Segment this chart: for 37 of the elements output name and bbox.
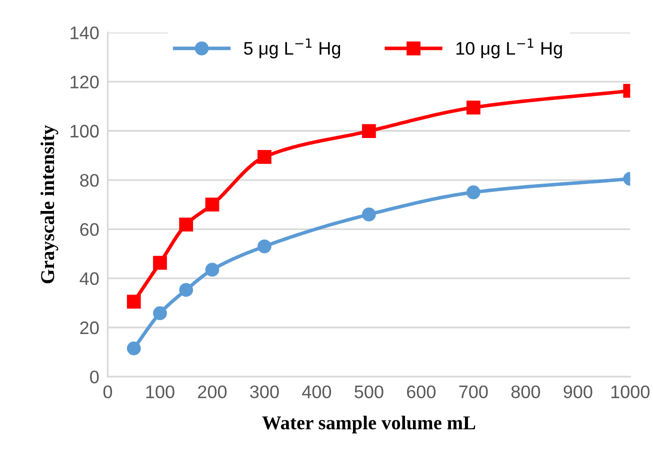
y-tick-label: 80 — [80, 174, 99, 187]
point — [362, 207, 376, 222]
point — [153, 256, 167, 270]
x-tick-label: 800 — [511, 385, 540, 398]
point — [466, 100, 480, 114]
x-tick-label: 1000 — [611, 385, 650, 398]
x-tick-label: 600 — [407, 385, 436, 398]
y-tick-label: 40 — [80, 272, 99, 286]
y-tick-label: 120 — [70, 76, 99, 88]
x-axis-title: Water sample volume mL — [262, 416, 476, 434]
point — [205, 262, 220, 277]
point — [179, 218, 194, 232]
point — [258, 150, 272, 164]
x-tick-label: 0 — [103, 385, 112, 398]
legend-label: 5 μg L$^{−1}$ Hg — [244, 38, 340, 58]
point — [205, 198, 220, 212]
y-axis-title: Grayscale intensity — [40, 125, 58, 284]
y-tick-label: 20 — [80, 321, 99, 334]
y-tick-label: 0 — [90, 370, 99, 384]
x-tick-label: 300 — [250, 385, 279, 398]
point — [179, 282, 194, 297]
y-tick-label: 60 — [80, 223, 99, 236]
x-tick-label: 100 — [146, 385, 174, 398]
x-tick-label: 700 — [459, 385, 488, 398]
point — [466, 185, 480, 200]
point — [258, 239, 272, 254]
y-tick-label: 100 — [70, 124, 99, 138]
x-tick-label: 200 — [198, 385, 227, 398]
point — [362, 124, 376, 138]
x-tick-label: 900 — [564, 385, 592, 398]
x-tick-label: 400 — [302, 385, 332, 398]
legend-label: 10 μg L$^{−1}$ Hg — [456, 38, 562, 58]
point — [126, 341, 141, 356]
x-tick-label: 500 — [354, 385, 384, 398]
point — [126, 294, 141, 309]
y-tick-label: 140 — [70, 26, 99, 40]
point — [153, 306, 167, 320]
